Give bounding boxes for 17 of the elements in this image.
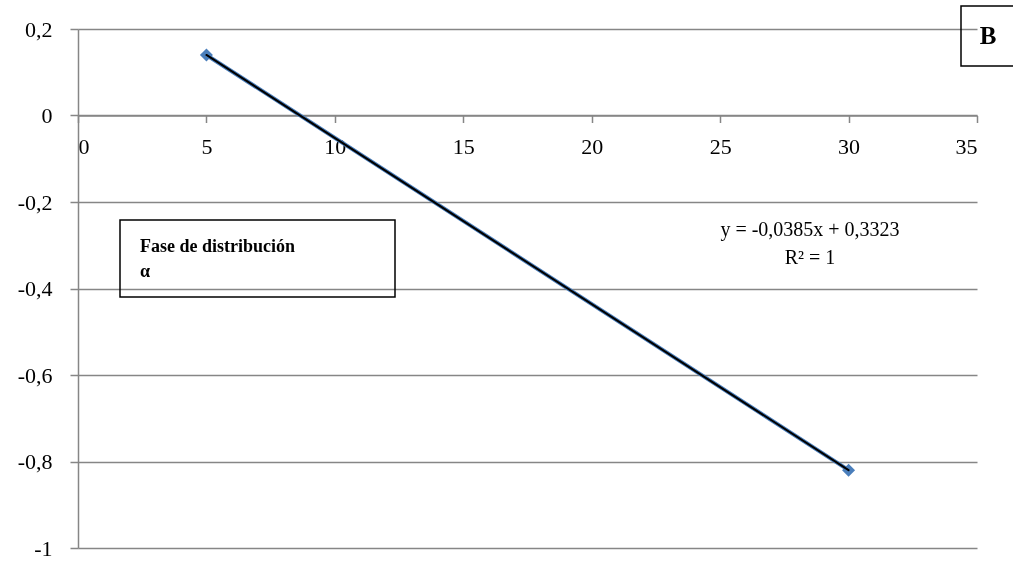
annotation: y = -0,0385x + 0,3323 R² = 1	[720, 218, 900, 268]
text: B	[979, 22, 997, 49]
y-tick-label: -1	[34, 535, 53, 561]
y-tick-label: -0,6	[17, 362, 53, 388]
annotation: Fase de distribución α	[140, 236, 296, 282]
x-tick-label: 15	[452, 134, 475, 159]
x-tick-label: 0	[78, 134, 90, 159]
x-tick-label: 20	[581, 134, 604, 159]
x-tick-label: 5	[201, 134, 213, 159]
y-tick-label: 0,2	[25, 16, 53, 42]
y-tick-label: -0,2	[17, 189, 53, 215]
y-tick-label: -0,4	[17, 276, 53, 301]
x-tick-label: 25	[709, 134, 732, 159]
x-tick-label: 35	[955, 134, 978, 159]
y-tick-label: -0,8	[17, 449, 53, 474]
y-tick-label: 0	[41, 103, 53, 128]
x-tick-label: 30	[838, 134, 861, 159]
